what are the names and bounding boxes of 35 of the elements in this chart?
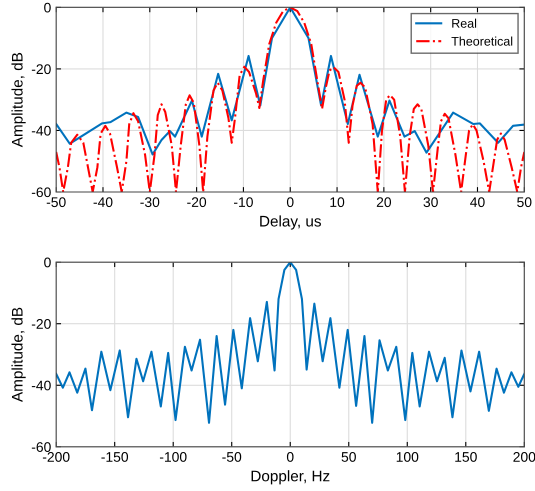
x-tick-label: 0: [286, 452, 294, 462]
y-tick-label: -40: [32, 380, 51, 390]
y-tick-label: -60: [32, 442, 51, 452]
x-tick-label: -10: [234, 197, 253, 208]
x-tick-label: 50: [342, 452, 356, 462]
x-tick-label: -30: [140, 197, 160, 208]
x-tick-label: -50: [222, 452, 242, 462]
line-series: [56, 7, 524, 192]
legend-label: Theoretical: [452, 36, 512, 46]
y-axis-title: Amplitude, dB: [11, 308, 26, 402]
x-axis-title: Doppler, Hz: [252, 470, 330, 484]
x-tick-label: 0: [286, 197, 294, 208]
y-tick-label: -20: [32, 64, 51, 74]
x-tick-label: -200: [42, 452, 70, 462]
x-tick-label: 50: [517, 197, 532, 208]
y-tick-label: -60: [32, 187, 51, 198]
y-tick-label: -20: [32, 319, 51, 329]
x-tick-label: 10: [330, 197, 344, 208]
x-tick-label: -20: [187, 197, 206, 208]
y-axis-title: Amplitude, dB: [11, 52, 26, 148]
legend-label: Real: [452, 18, 476, 28]
x-tick-label: 20: [376, 197, 392, 208]
x-tick-label: 200: [513, 452, 535, 462]
x-tick-label: 40: [470, 197, 485, 208]
x-axis-title: Delay, us: [260, 215, 321, 230]
y-tick-label: 0: [44, 2, 51, 13]
x-tick-label: -50: [46, 197, 66, 208]
y-tick-label: -40: [32, 126, 51, 136]
x-tick-label: 30: [423, 197, 438, 208]
x-tick-label: 150: [455, 452, 477, 462]
x-tick-label: 100: [396, 452, 418, 462]
x-tick-label: -150: [101, 452, 128, 462]
x-tick-label: -40: [94, 197, 112, 208]
x-tick-label: -100: [160, 452, 187, 462]
y-tick-label: 0: [44, 258, 51, 268]
